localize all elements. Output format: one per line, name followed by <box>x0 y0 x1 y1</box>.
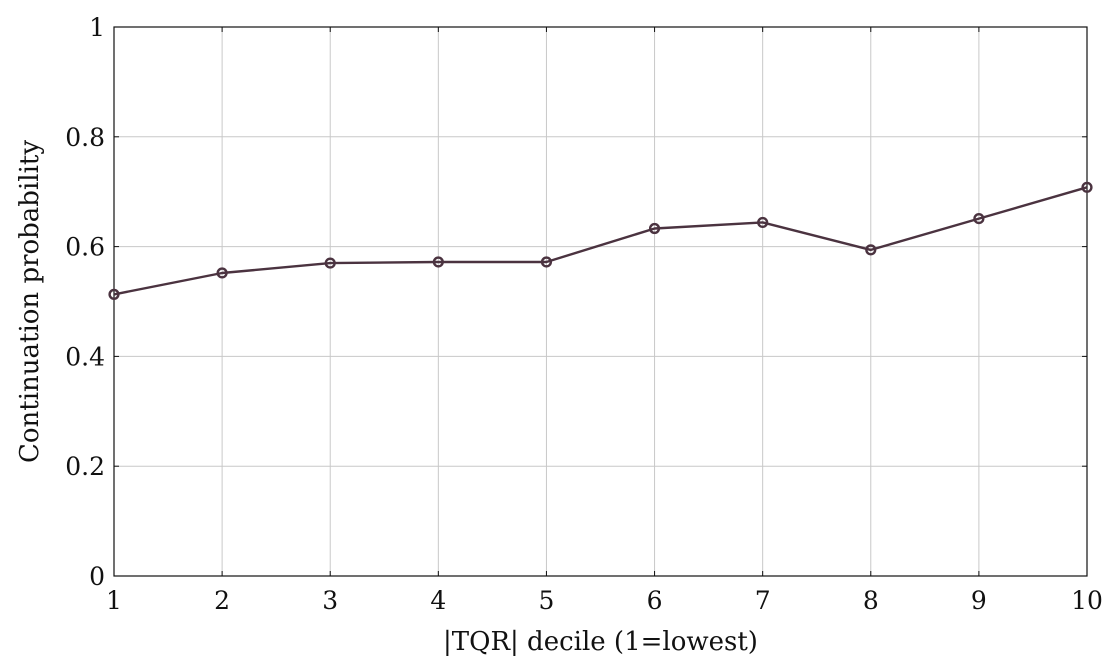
x-tick-label: 4 <box>430 586 446 615</box>
y-tick-label: 0.2 <box>65 452 105 481</box>
x-tick-labels: 1 2 3 4 5 6 7 8 9 10 <box>106 586 1103 615</box>
data-point <box>1081 181 1093 193</box>
y-tick-label: 0.6 <box>65 233 105 262</box>
data-point <box>757 216 769 229</box>
x-tick-label: 10 <box>1071 586 1103 615</box>
y-tick-label: 1 <box>89 13 105 42</box>
y-tick-label: 0 <box>89 562 105 591</box>
data-point <box>540 256 553 268</box>
data-point <box>324 257 336 269</box>
data-point <box>973 213 985 225</box>
x-tick-label: 2 <box>214 586 230 615</box>
x-axis-title: |TQR| decile (1=lowest) <box>443 627 758 657</box>
y-tick-label: 0.4 <box>65 342 105 371</box>
plot-frame <box>113 26 1088 577</box>
x-tick-label: 6 <box>647 586 663 615</box>
x-tick-label: 8 <box>863 586 879 615</box>
tick-marks <box>113 26 1088 577</box>
x-tick-label: 5 <box>538 586 554 615</box>
y-axis-title: Continuation probability <box>15 140 45 463</box>
data-point <box>432 256 444 268</box>
x-tick-label: 7 <box>755 586 771 615</box>
data-point <box>865 244 877 256</box>
data-point <box>648 222 661 235</box>
x-tick-label: 9 <box>971 586 987 615</box>
grid-lines <box>113 26 1088 577</box>
x-tick-label: 3 <box>322 586 338 615</box>
data-point <box>216 267 228 279</box>
y-tick-labels: 0 0.2 0.4 0.6 0.8 1 <box>65 13 105 591</box>
x-tick-label: 1 <box>106 586 122 615</box>
y-tick-label: 0.8 <box>65 123 105 152</box>
series-layer <box>108 181 1093 300</box>
series-line <box>113 186 1088 296</box>
data-point <box>108 288 120 300</box>
